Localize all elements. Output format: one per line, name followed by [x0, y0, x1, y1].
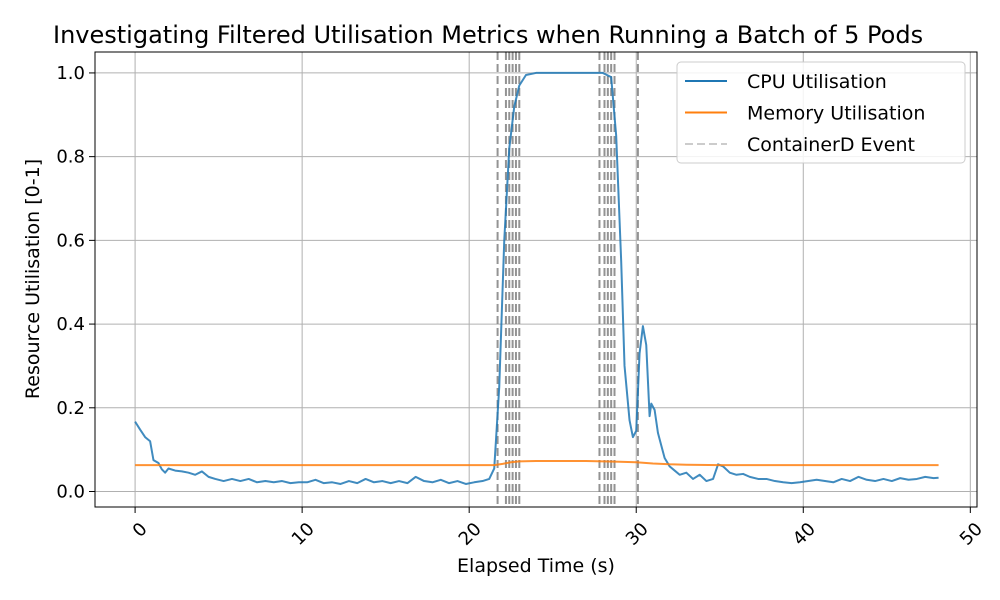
y-tick-label: 1.0: [56, 63, 85, 84]
x-axis-label: Elapsed Time (s): [457, 555, 615, 577]
y-axis: 0.0 0.2 0.4 0.6 0.8 1.0: [56, 63, 95, 503]
legend: CPU Utilisation Memory Utilisation Contain…: [676, 61, 966, 164]
y-tick-label: 0.0: [56, 482, 85, 503]
y-tick-label: 0.2: [56, 398, 85, 419]
plot-frame: [94, 51, 978, 508]
series-lines: [134, 71, 939, 485]
y-tick-label: 0.6: [56, 230, 85, 251]
memory-utilisation-line: [135, 459, 939, 467]
y-tick-label: 0.8: [56, 147, 85, 168]
y-axis-label: Resource Utilisation [0-1]: [22, 159, 44, 399]
legend-label-memory-utilisation: Memory Utilisation: [747, 103, 925, 125]
legend-label-containerd-event: ContainerD Event: [747, 134, 915, 156]
y-tick-label: 0.4: [56, 314, 85, 335]
cpu-utilisation-line: [134, 71, 939, 485]
legend-box: [676, 61, 966, 164]
chart-title: Investigating Filtered Utilisation Metri…: [53, 21, 923, 49]
legend-label-cpu-utilisation: CPU Utilisation: [747, 71, 887, 93]
